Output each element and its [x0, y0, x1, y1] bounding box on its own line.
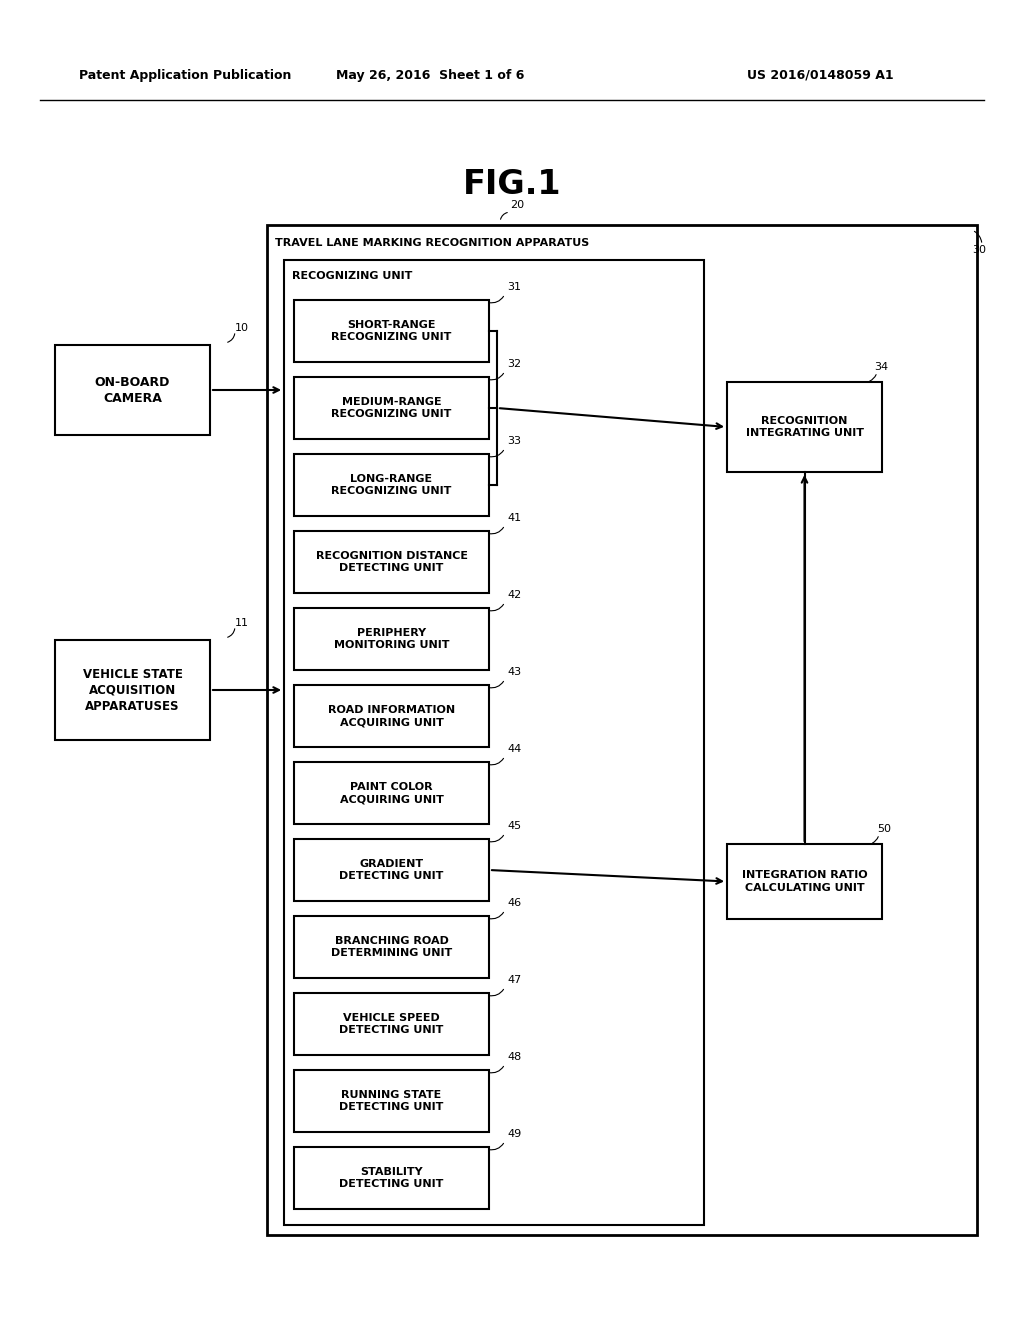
Text: STABILITY
DETECTING UNIT: STABILITY DETECTING UNIT: [339, 1167, 443, 1189]
Text: US 2016/0148059 A1: US 2016/0148059 A1: [746, 69, 893, 82]
Text: TRAVEL LANE MARKING RECOGNITION APPARATUS: TRAVEL LANE MARKING RECOGNITION APPARATU…: [275, 238, 589, 248]
Text: 48: 48: [507, 1052, 521, 1063]
Bar: [294, 300, 489, 362]
Text: MEDIUM-RANGE
RECOGNIZING UNIT: MEDIUM-RANGE RECOGNIZING UNIT: [332, 397, 452, 420]
Text: PERIPHERY
MONITORING UNIT: PERIPHERY MONITORING UNIT: [334, 628, 450, 651]
Bar: [55, 345, 210, 436]
Bar: [294, 916, 489, 978]
Text: Patent Application Publication: Patent Application Publication: [79, 69, 291, 82]
Bar: [294, 1147, 489, 1209]
Text: 32: 32: [507, 359, 521, 370]
Text: PAINT COLOR
ACQUIRING UNIT: PAINT COLOR ACQUIRING UNIT: [340, 781, 443, 804]
Text: SHORT-RANGE
RECOGNIZING UNIT: SHORT-RANGE RECOGNIZING UNIT: [332, 319, 452, 342]
Text: 20: 20: [510, 201, 524, 210]
Text: 44: 44: [507, 744, 521, 754]
Bar: [294, 378, 489, 440]
Bar: [294, 685, 489, 747]
Bar: [727, 843, 882, 919]
Text: INTEGRATION RATIO
CALCULATING UNIT: INTEGRATION RATIO CALCULATING UNIT: [741, 870, 867, 892]
Text: VEHICLE STATE
ACQUISITION
APPARATUSES: VEHICLE STATE ACQUISITION APPARATUSES: [83, 668, 182, 713]
Text: 47: 47: [507, 975, 521, 985]
Text: RECOGNITION DISTANCE
DETECTING UNIT: RECOGNITION DISTANCE DETECTING UNIT: [315, 550, 468, 573]
Text: 11: 11: [234, 618, 249, 628]
Text: 10: 10: [234, 323, 249, 333]
Text: 31: 31: [507, 282, 521, 292]
Text: BRANCHING ROAD
DETERMINING UNIT: BRANCHING ROAD DETERMINING UNIT: [331, 936, 453, 958]
Text: RECOGNIZING UNIT: RECOGNIZING UNIT: [292, 271, 413, 281]
Text: 45: 45: [507, 821, 521, 832]
Text: ROAD INFORMATION
ACQUIRING UNIT: ROAD INFORMATION ACQUIRING UNIT: [328, 705, 455, 727]
Bar: [294, 531, 489, 593]
Text: 49: 49: [507, 1129, 521, 1139]
Text: 42: 42: [507, 590, 521, 601]
Bar: [284, 260, 705, 1225]
Text: 43: 43: [507, 667, 521, 677]
Text: 46: 46: [507, 898, 521, 908]
Bar: [294, 840, 489, 902]
Bar: [55, 640, 210, 741]
Bar: [267, 224, 977, 1236]
Text: GRADIENT
DETECTING UNIT: GRADIENT DETECTING UNIT: [339, 859, 443, 882]
Text: 33: 33: [507, 436, 521, 446]
Text: 30: 30: [972, 246, 986, 255]
Bar: [294, 762, 489, 824]
Bar: [294, 1071, 489, 1133]
Text: ON-BOARD
CAMERA: ON-BOARD CAMERA: [95, 375, 170, 404]
Text: LONG-RANGE
RECOGNIZING UNIT: LONG-RANGE RECOGNIZING UNIT: [332, 474, 452, 496]
Text: May 26, 2016  Sheet 1 of 6: May 26, 2016 Sheet 1 of 6: [336, 69, 524, 82]
Text: FIG.1: FIG.1: [463, 169, 561, 202]
Text: 34: 34: [874, 362, 888, 372]
Text: 41: 41: [507, 513, 521, 523]
Bar: [294, 609, 489, 671]
Text: VEHICLE SPEED
DETECTING UNIT: VEHICLE SPEED DETECTING UNIT: [339, 1012, 443, 1035]
Bar: [294, 454, 489, 516]
Text: RUNNING STATE
DETECTING UNIT: RUNNING STATE DETECTING UNIT: [339, 1090, 443, 1113]
Text: RECOGNITION
INTEGRATING UNIT: RECOGNITION INTEGRATING UNIT: [745, 416, 863, 438]
Bar: [294, 993, 489, 1055]
Text: 50: 50: [877, 824, 891, 834]
Bar: [727, 381, 882, 473]
